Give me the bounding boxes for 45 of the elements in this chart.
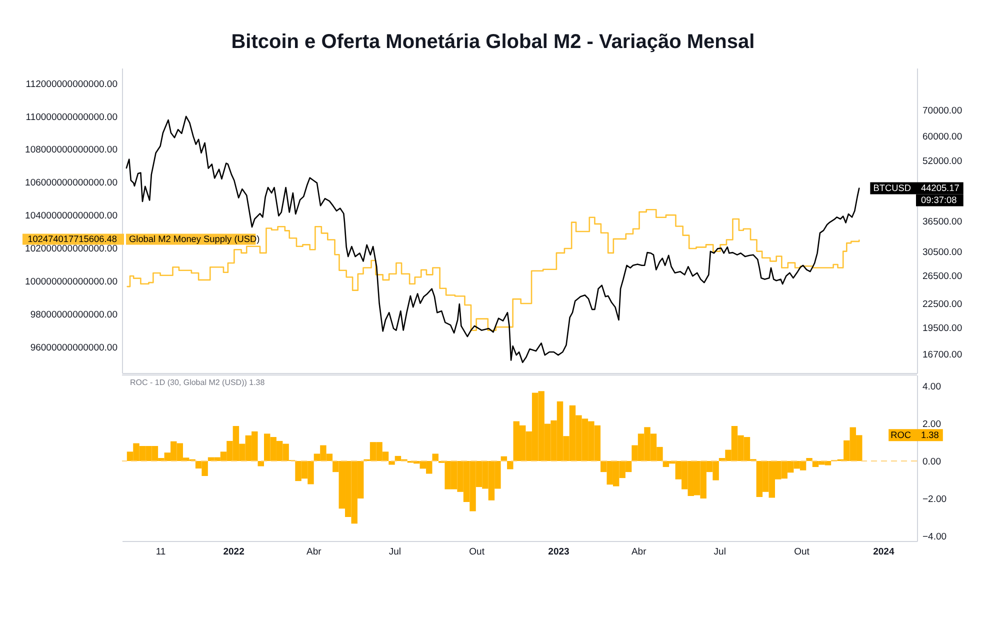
y2-tick-label: 70000.00 <box>922 105 962 116</box>
y-tick-label: 96000000000000.00 <box>30 342 118 354</box>
x-tick-label: Abr <box>306 546 322 558</box>
y-tick-label: 108000000000000.00 <box>25 144 118 156</box>
x-tick-label: Abr <box>631 546 646 558</box>
y-tick-label: 0.00 <box>922 456 941 468</box>
y2-tick-label: 26500.00 <box>922 270 962 282</box>
y2-tick-label: 30500.00 <box>922 246 962 258</box>
x-tick-label: Jul <box>714 546 726 558</box>
bar <box>806 458 812 461</box>
y-tick-label: −4.00 <box>922 531 947 542</box>
bar <box>432 454 438 461</box>
y-tick-label: 2.00 <box>922 419 941 430</box>
y-tick-label: 102000000000000.00 <box>25 244 118 255</box>
chart-title: Bitcoin e Oferta Monetária Global M2 - Variação Mensal <box>231 31 755 53</box>
text: 09:37:08 <box>921 195 957 206</box>
y-tick-label: −2.00 <box>922 494 947 505</box>
series-label: BTCUSD <box>873 183 912 194</box>
y-tick-label: 4.00 <box>922 382 941 393</box>
y2-tick-label: 16700.00 <box>922 350 962 361</box>
text: 102474017715606.48 <box>28 234 117 244</box>
y-tick-label: 112000000000000.00 <box>26 78 118 90</box>
text: 44205.17 <box>921 183 960 194</box>
x-tick-label: 2022 <box>223 546 244 558</box>
y2-tick-label: 19500.00 <box>922 323 962 334</box>
y-tick-label: 100000000000000.00 <box>25 276 118 288</box>
x-tick-label: 2024 <box>873 546 895 558</box>
y-tick-label: 104000000000000.00 <box>25 210 118 222</box>
y2-tick-label: 36500.00 <box>922 216 962 228</box>
x-tick-label: 2023 <box>548 546 570 558</box>
text: ROC <box>890 430 912 440</box>
x-tick-label: Out <box>469 546 485 558</box>
y2-tick-label: 52000.00 <box>922 156 962 168</box>
line-series <box>126 116 860 364</box>
x-tick-label: 11 <box>156 546 166 558</box>
y-tick-label: 110000000000000.00 <box>26 112 118 123</box>
text: 1.38 <box>921 430 939 440</box>
annotation: ROC - 1D (30, Global M2 (USD)) 1.38 <box>130 378 266 387</box>
x-tick-label: Jul <box>388 546 401 558</box>
y2-tick-label: 60000.00 <box>922 132 962 143</box>
x-tick-label: Out <box>794 546 810 558</box>
y2-tick-label: 22500.00 <box>922 298 962 310</box>
y-tick-label: 106000000000000.00 <box>25 178 118 189</box>
y-tick-label: 98000000000000.00 <box>30 309 118 320</box>
bar <box>507 461 514 470</box>
